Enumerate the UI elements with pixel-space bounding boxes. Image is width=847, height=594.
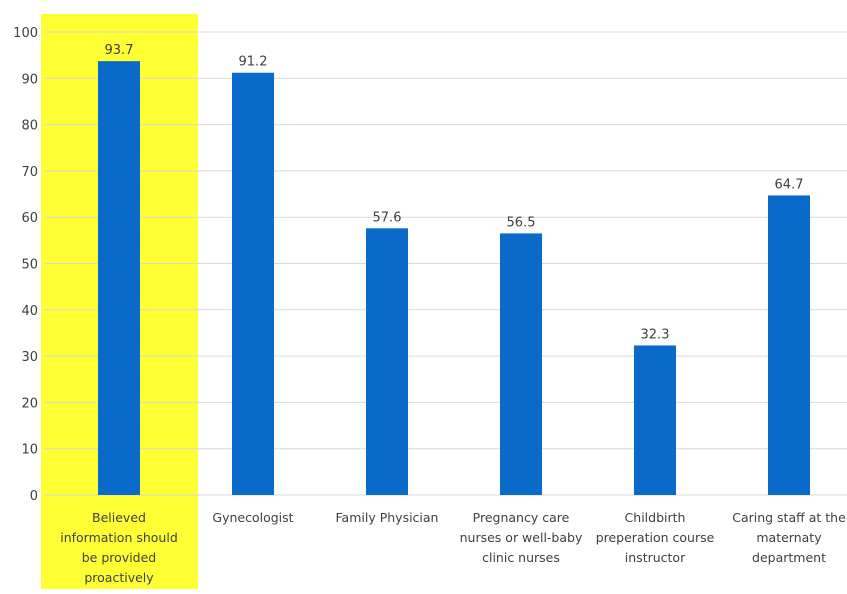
- data-label: 57.6: [373, 210, 402, 225]
- bar: [768, 195, 810, 495]
- bar: [634, 345, 676, 495]
- y-tick-label: 40: [21, 304, 38, 319]
- y-tick-label: 70: [21, 165, 38, 180]
- data-label: 32.3: [641, 327, 670, 342]
- x-tick-label: Caring staff at the maternaty department: [732, 510, 846, 565]
- x-tick-label: Childbirth preperation course instructor: [596, 510, 715, 565]
- y-tick-label: 60: [21, 211, 38, 226]
- data-label: 56.5: [507, 215, 536, 230]
- bar: [500, 233, 542, 495]
- bar: [98, 61, 140, 495]
- y-tick-label: 0: [30, 489, 38, 504]
- y-tick-label: 90: [21, 72, 38, 87]
- x-tick-label: Pregnancy care nurses or well-baby clinic …: [460, 510, 583, 565]
- data-label: 91.2: [239, 55, 268, 70]
- x-tick-label: Family Physician: [336, 510, 439, 525]
- x-tick-label: Gynecologist: [212, 510, 293, 525]
- data-labels: 93.7 91.2 57.6 56.5 32.3 64.7: [105, 43, 804, 342]
- bar: [232, 72, 274, 495]
- y-tick-label: 30: [21, 350, 38, 365]
- y-axis-tick-labels: 0 10 20 30 40 50 60 70 80 90 100: [13, 26, 38, 504]
- x-axis-category-labels: Believed information should be provided pro…: [60, 510, 846, 585]
- y-tick-label: 100: [13, 26, 38, 41]
- y-tick-label: 80: [21, 119, 38, 134]
- bars: [98, 61, 810, 495]
- bar: [366, 228, 408, 495]
- gridlines: [44, 31, 847, 496]
- data-label: 64.7: [775, 177, 804, 192]
- y-tick-label: 50: [21, 258, 38, 273]
- y-tick-label: 20: [21, 396, 38, 411]
- x-tick-label: Believed information should be provided pro…: [60, 510, 178, 585]
- y-tick-label: 10: [21, 443, 38, 458]
- data-label: 93.7: [105, 43, 134, 58]
